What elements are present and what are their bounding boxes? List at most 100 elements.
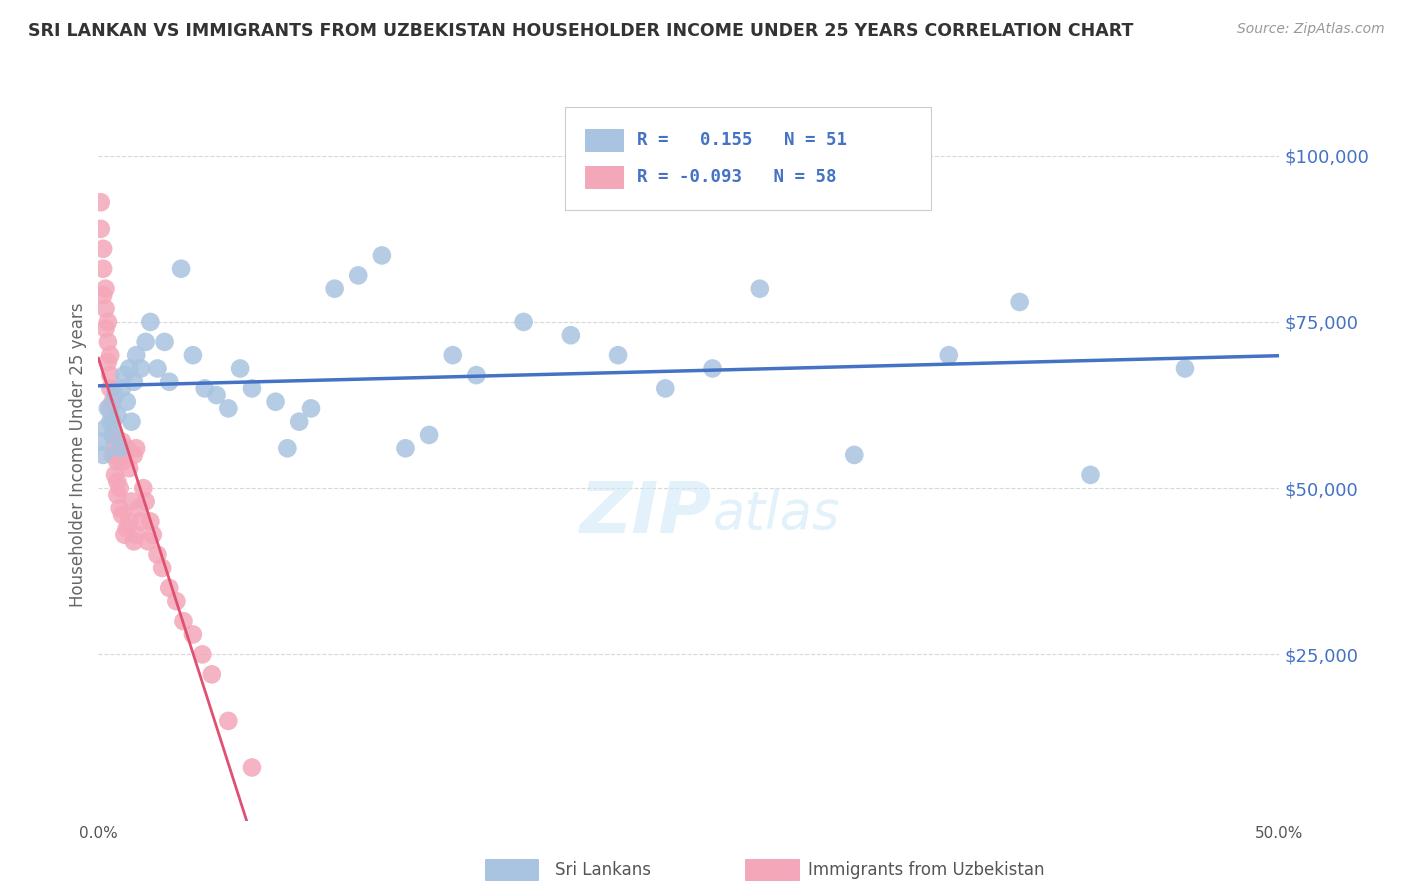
Point [1008,295,1031,310]
Point [129,515,152,529]
Point [111,508,134,522]
Point [90,195,112,210]
Point [101,428,124,442]
Point [128,501,150,516]
Text: SRI LANKAN VS IMMIGRANTS FROM UZBEKISTAN HOUSEHOLDER INCOME UNDER 25 YEARS CORRE: SRI LANKAN VS IMMIGRANTS FROM UZBEKISTAN… [28,22,1133,40]
Point [512,315,534,329]
Point [1080,467,1102,482]
Point [136,534,159,549]
Point [441,348,464,362]
Point [105,475,128,489]
Text: R = -0.093   N = 58: R = -0.093 N = 58 [637,168,837,186]
Point [1174,361,1197,376]
Point [938,348,960,362]
Point [142,527,165,541]
Point [288,415,311,429]
Point [115,394,138,409]
Point [607,348,630,362]
Point [111,454,134,468]
Point [111,381,134,395]
Point [702,361,724,376]
Text: R =   0.155   N = 51: R = 0.155 N = 51 [637,131,846,149]
Point [98,381,121,395]
Point [129,361,152,376]
Point [108,442,131,456]
Point [146,548,169,562]
Point [139,515,162,529]
Point [112,527,135,541]
Point [105,488,128,502]
Point [194,381,217,395]
Point [125,527,148,541]
FancyBboxPatch shape [565,108,931,210]
Point [104,467,127,482]
Point [394,442,416,456]
Point [165,594,187,608]
Point [104,434,127,449]
Point [276,442,298,456]
Point [97,315,120,329]
Point [97,334,120,349]
Point [122,375,145,389]
Point [108,481,131,495]
Point [98,348,121,362]
Point [104,448,127,462]
Point [101,448,124,462]
Point [170,261,193,276]
Point [323,282,346,296]
Point [844,448,866,462]
Point [118,515,141,529]
Text: Sri Lankans: Sri Lankans [555,861,651,879]
Point [101,415,124,429]
Point [371,248,394,262]
Point [125,442,148,456]
Point [112,368,135,383]
Point [181,627,204,641]
Point [654,381,676,395]
Point [560,328,582,343]
Point [101,394,124,409]
Point [240,760,263,774]
Text: Immigrants from Uzbekistan: Immigrants from Uzbekistan [808,861,1045,879]
Point [122,448,145,462]
Bar [585,166,623,188]
Point [205,388,228,402]
Point [139,315,162,329]
Point [122,534,145,549]
Point [748,282,770,296]
Text: ZIP: ZIP [581,479,713,548]
Point [94,321,117,335]
Point [299,401,322,416]
Point [90,222,112,236]
Point [90,434,112,449]
Text: atlas: atlas [713,487,839,540]
Point [91,242,114,256]
Point [264,394,287,409]
Point [115,442,138,456]
Point [98,415,121,429]
Bar [585,129,623,152]
Point [97,355,120,369]
Point [94,421,117,435]
Point [150,561,173,575]
Point [97,401,120,416]
Point [121,415,143,429]
Point [157,375,180,389]
Point [112,448,135,462]
Point [98,401,121,416]
Point [153,334,176,349]
Point [91,288,114,302]
Point [108,501,131,516]
Point [98,368,121,383]
Point [229,361,252,376]
Point [146,361,169,376]
Point [105,408,128,422]
Point [172,614,194,628]
Point [91,448,114,462]
Point [118,361,141,376]
Y-axis label: Householder Income Under 25 years: Householder Income Under 25 years [69,302,87,607]
Point [465,368,488,383]
Point [94,282,117,296]
Point [240,381,263,395]
Point [217,714,239,728]
